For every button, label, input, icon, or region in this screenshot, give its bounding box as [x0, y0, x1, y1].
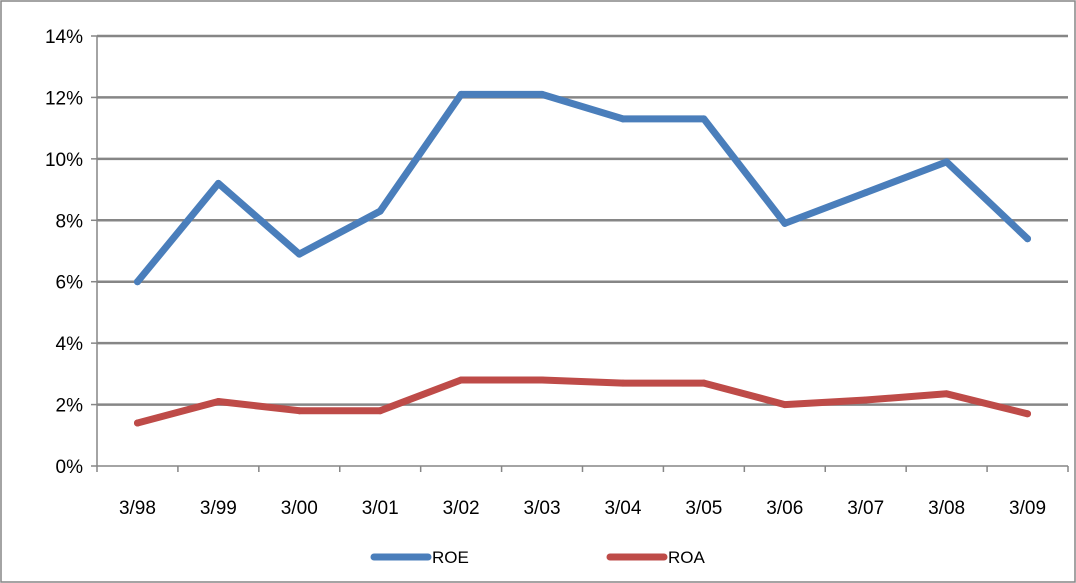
- x-tick-label: 3/03: [524, 498, 561, 519]
- x-tick-label: 3/05: [685, 498, 722, 519]
- data-point-roe: [700, 115, 708, 123]
- data-point-roe: [214, 179, 222, 187]
- data-point-roa: [133, 419, 141, 427]
- data-point-roe: [457, 90, 465, 98]
- x-tick-label: 3/09: [1009, 498, 1046, 519]
- data-point-roa: [1024, 410, 1032, 418]
- x-tick-label: 3/99: [200, 498, 237, 519]
- y-tick-label: 4%: [56, 334, 84, 355]
- data-point-roe: [781, 219, 789, 227]
- data-point-roa: [457, 376, 465, 384]
- data-point-roe: [295, 250, 303, 258]
- data-point-roe: [943, 158, 951, 166]
- y-tick-label: 6%: [56, 273, 84, 294]
- y-tick-label: 12%: [45, 88, 83, 109]
- y-tick-label: 10%: [45, 150, 83, 171]
- x-tick-label: 3/98: [119, 498, 156, 519]
- series-line-roa: [134, 376, 1031, 427]
- data-point-roe: [538, 90, 546, 98]
- series-lines: [133, 90, 1032, 427]
- data-point-roe: [133, 278, 141, 286]
- y-tick-label: 0%: [56, 457, 84, 478]
- data-point-roa: [295, 407, 303, 415]
- data-point-roe: [376, 207, 384, 215]
- x-tick-label: 3/04: [604, 498, 641, 519]
- data-point-roe: [862, 189, 870, 197]
- y-tick-label: 8%: [56, 211, 84, 232]
- y-tick-label: 14%: [45, 27, 83, 48]
- data-point-roa: [214, 398, 222, 405]
- data-point-roa: [862, 396, 870, 404]
- data-point-roa: [700, 379, 708, 387]
- data-point-roa: [943, 390, 951, 398]
- legend-label-roe: ROE: [432, 548, 469, 567]
- y-tick-label: 2%: [56, 396, 84, 417]
- data-point-roa: [781, 401, 789, 409]
- x-tick-label: 3/00: [281, 498, 318, 519]
- legend-label-roa: ROA: [668, 548, 706, 567]
- series-line-roe: [134, 90, 1031, 286]
- x-tick-label: 3/06: [766, 498, 803, 519]
- data-point-roe: [619, 115, 627, 123]
- data-point-roa: [619, 379, 627, 387]
- x-tick-label: 3/01: [362, 498, 399, 519]
- axes: 0% 2% 4% 6% 8% 10% 12% 14% 3/98 3/99 3/00 3/01 3/02 3…: [45, 27, 1069, 519]
- data-point-roa: [538, 376, 546, 384]
- legend: ROE ROA: [370, 548, 706, 567]
- x-tick-label: 3/07: [847, 498, 884, 519]
- data-point-roe: [1024, 235, 1032, 243]
- x-tick-label: 3/02: [443, 498, 480, 519]
- data-point-roa: [376, 407, 384, 415]
- x-tick-label: 3/08: [928, 498, 965, 519]
